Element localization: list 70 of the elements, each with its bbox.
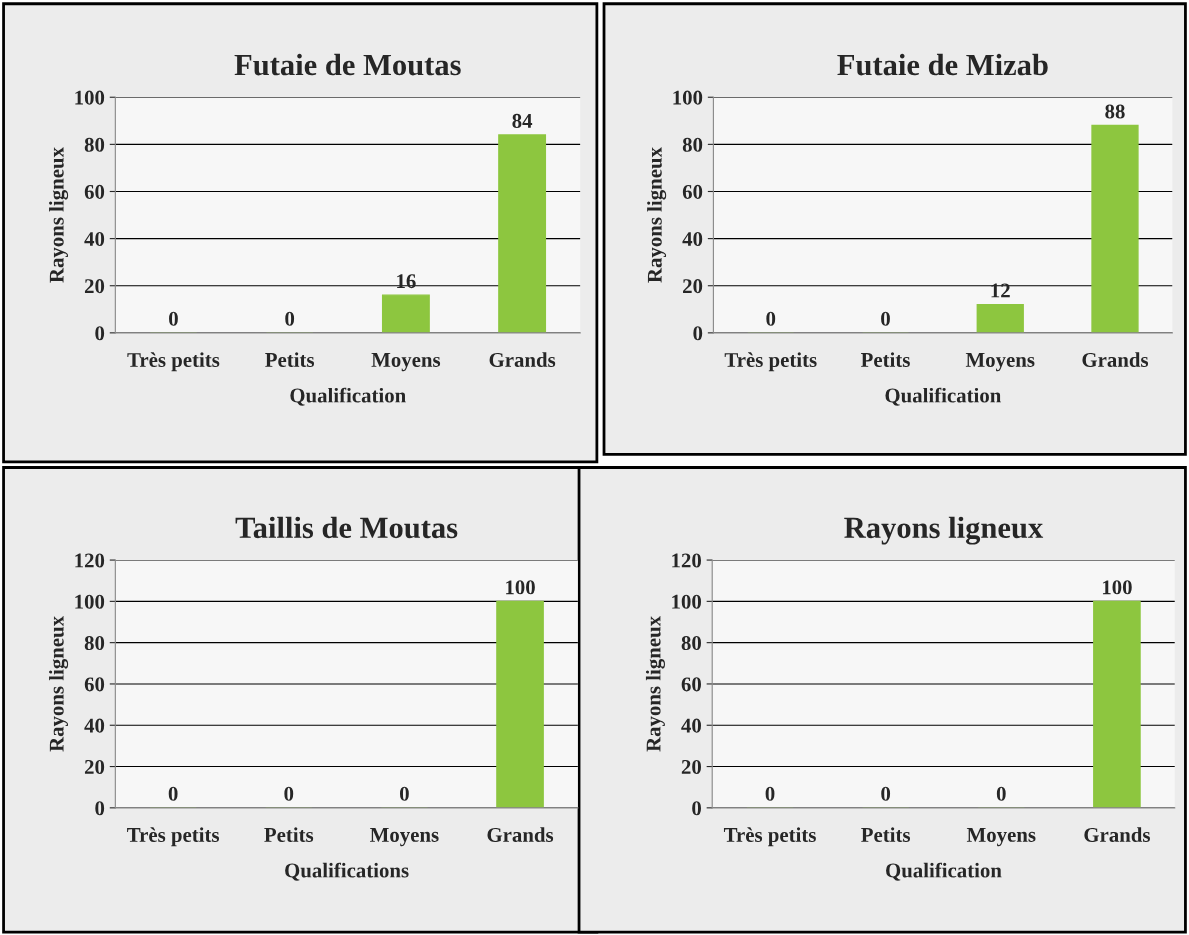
y-tick-label: 60	[84, 184, 105, 199]
y-tick-label: 40	[681, 718, 701, 733]
chart-title: Rayons ligneux	[844, 516, 1044, 545]
x-axis-title: Qualification	[290, 387, 406, 406]
y-tick-label: 40	[682, 231, 703, 247]
y-tick-label: 0	[95, 801, 105, 816]
data-label: 0	[169, 311, 178, 326]
y-axis-title: Rayons ligneux	[49, 616, 69, 752]
chart-title: Futaie de Mizab	[837, 53, 1048, 76]
x-tick-label: Moyens	[965, 353, 1035, 372]
x-tick-label: Très petits	[723, 827, 816, 847]
y-tick-label: 60	[84, 677, 105, 692]
y-tick-label: 100	[672, 594, 701, 609]
y-axis-title: Rayons ligneux	[49, 147, 69, 283]
data-label: 12	[991, 283, 1010, 298]
y-tick-label: 60	[681, 677, 701, 692]
x-axis-title: Qualification	[885, 387, 1002, 406]
x-tick-label: Grands	[487, 827, 554, 842]
data-label: 0	[168, 786, 178, 801]
chart-title: Taillis de Moutas	[235, 516, 458, 539]
data-label: 16	[397, 274, 416, 289]
y-tick-label: 80	[681, 636, 701, 651]
x-tick-label: Grands	[1084, 827, 1150, 842]
y-tick-label: 120	[672, 553, 701, 568]
y-tick-label: 100	[673, 90, 703, 105]
y-tick-label: 80	[682, 137, 703, 152]
data-label: 0	[881, 311, 890, 326]
y-tick-label: 80	[84, 137, 105, 152]
y-tick-label: 60	[682, 184, 703, 199]
x-tick-label: Petits	[861, 827, 911, 842]
y-tick-label: 20	[84, 759, 105, 774]
data-label: 100	[1102, 580, 1132, 595]
x-tick-label: Moyens	[371, 353, 441, 372]
data-label: 0	[996, 786, 1006, 801]
data-label: 0	[285, 311, 295, 326]
y-tick-label: 80	[84, 636, 105, 651]
data-label: 84	[512, 113, 533, 128]
data-label: 88	[1105, 104, 1125, 119]
y-tick-label: 20	[683, 279, 703, 294]
y-tick-label: 120	[75, 553, 105, 568]
data-label: 0	[765, 786, 775, 801]
x-tick-label: Moyens	[966, 828, 1036, 847]
x-tick-label: Très petits	[127, 827, 220, 847]
x-tick-label: Moyens	[370, 828, 439, 847]
data-label: 0	[399, 786, 409, 801]
data-label: 0	[881, 786, 891, 801]
y-axis-title: Rayons ligneux	[647, 147, 667, 283]
y-tick-label: 0	[692, 801, 701, 816]
data-label: 0	[284, 786, 294, 801]
x-axis-title: Qualifications	[285, 862, 409, 881]
x-tick-label: Petits	[860, 352, 910, 367]
y-tick-label: 100	[75, 90, 105, 105]
y-tick-label: 40	[84, 231, 105, 247]
y-tick-label: 0	[95, 326, 105, 341]
y-axis-title: Rayons ligneux	[645, 616, 665, 752]
chart-title: Futaie de Moutas	[234, 53, 461, 76]
y-tick-label: 20	[681, 759, 701, 774]
x-tick-label: Petits	[264, 827, 314, 842]
data-label: 100	[506, 580, 535, 595]
x-axis-title: Qualification	[886, 862, 1002, 881]
x-tick-label: Grands	[1082, 352, 1149, 367]
x-tick-label: Petits	[265, 352, 315, 367]
y-tick-label: 0	[693, 326, 703, 341]
data-label: 0	[766, 311, 776, 326]
x-tick-label: Très petits	[724, 352, 817, 372]
x-tick-label: Très petits	[127, 352, 220, 372]
y-tick-label: 20	[84, 279, 105, 294]
y-tick-label: 100	[75, 594, 105, 609]
x-tick-label: Grands	[489, 352, 556, 367]
y-tick-label: 40	[84, 718, 105, 733]
